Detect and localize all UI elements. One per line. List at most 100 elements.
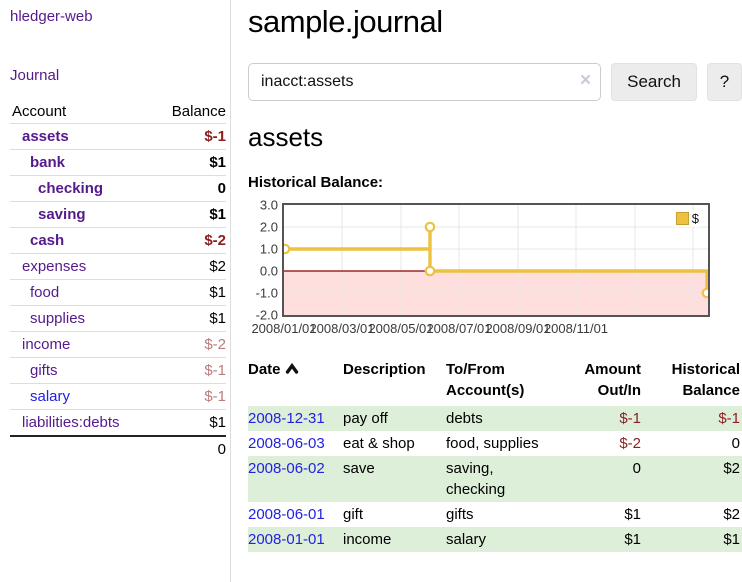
transaction-amount: $1	[624, 506, 641, 523]
transactions-table: Date Description To/From Account(s) Amou…	[248, 359, 742, 552]
account-row-assets[interactable]: assets $-1	[10, 123, 226, 149]
transaction-date-link[interactable]: 2008-01-01	[248, 531, 325, 548]
chart-canvas	[279, 205, 713, 315]
transaction-amount: $-1	[619, 410, 641, 427]
account-balance: $1	[209, 206, 226, 223]
transaction-date-link[interactable]: 2008-06-03	[248, 435, 325, 452]
account-balance: $1	[209, 284, 226, 301]
transaction-balance: $-1	[718, 410, 740, 427]
account-row-bank[interactable]: bank $1	[10, 149, 226, 175]
transaction-balance: $2	[723, 460, 740, 477]
search-button[interactable]: Search	[611, 63, 698, 101]
search-input-wrap: ×	[248, 63, 602, 101]
x-tick: 2008/05/01	[368, 321, 434, 336]
column-header-amount[interactable]: Amount Out/In	[584, 361, 641, 399]
account-link[interactable]: liabilities:debts	[22, 414, 120, 431]
account-link[interactable]: food	[30, 284, 60, 301]
account-link[interactable]: assets	[22, 128, 69, 145]
account-link[interactable]: expenses	[22, 258, 87, 275]
account-row-liabilities-debts[interactable]: liabilities:debts $1	[10, 409, 226, 435]
chart-heading: Historical Balance:	[248, 174, 384, 191]
account-balance: $-2	[204, 336, 226, 353]
x-tick: 2008/11/01	[543, 321, 609, 336]
account-row-supplies[interactable]: supplies $1	[10, 305, 226, 331]
clear-search-icon[interactable]: ×	[580, 70, 592, 91]
account-link[interactable]: checking	[38, 180, 104, 197]
account-link[interactable]: gifts	[30, 362, 58, 379]
sidebar: hledger-web Journal Account Balance asse…	[0, 0, 231, 582]
account-balance: $2	[209, 258, 226, 275]
account-row-food[interactable]: food $1	[10, 279, 226, 305]
account-balance: $-1	[204, 388, 226, 405]
table-row[interactable]: 2008-01-01 income salary $1 $1	[248, 527, 742, 552]
transaction-tofrom: food, supplies	[446, 435, 539, 452]
column-header-tofrom[interactable]: To/From Account(s)	[446, 361, 525, 399]
account-row-checking[interactable]: checking 0	[10, 175, 226, 201]
account-link[interactable]: bank	[30, 154, 66, 171]
transaction-amount: $1	[624, 531, 641, 548]
transaction-date-link[interactable]: 2008-06-01	[248, 506, 325, 523]
transaction-description: eat & shop	[343, 435, 415, 452]
account-link[interactable]: saving	[38, 206, 86, 223]
account-balance: $-1	[204, 128, 226, 145]
y-tick: 2.0	[259, 219, 278, 235]
account-row-salary[interactable]: salary $-1	[10, 383, 226, 409]
account-balance: $1	[209, 310, 226, 327]
y-tick: -1.0	[255, 285, 278, 301]
account-link[interactable]: supplies	[30, 310, 86, 327]
account-balance: $1	[209, 414, 226, 431]
account-link[interactable]: income	[22, 336, 71, 353]
x-tick: 2008/01/01	[251, 321, 317, 336]
transaction-description: gift	[343, 506, 364, 523]
transaction-description: pay off	[343, 410, 388, 427]
transaction-date-link[interactable]: 2008-06-02	[248, 460, 325, 477]
account-row-expenses[interactable]: expenses $2	[10, 253, 226, 279]
x-tick: 2008/09/01	[485, 321, 551, 336]
transaction-tofrom: salary	[446, 531, 487, 548]
account-row-gifts[interactable]: gifts $-1	[10, 357, 226, 383]
transaction-tofrom: saving, checking	[446, 460, 506, 498]
account-balance: 0	[217, 180, 226, 197]
y-tick: -2.0	[255, 307, 278, 323]
accounts-header-balance: Balance	[171, 102, 226, 120]
column-header-description[interactable]: Description	[343, 361, 426, 378]
account-link[interactable]: salary	[30, 388, 71, 405]
column-header-date-label: Date	[248, 361, 281, 378]
table-row[interactable]: 2008-06-02 save saving, checking 0 $2	[248, 456, 742, 502]
transaction-description: save	[343, 460, 375, 477]
chart-plot-area[interactable]: $	[279, 203, 713, 317]
x-tick: 2008/07/01	[426, 321, 492, 336]
column-header-balance[interactable]: Historical Balance	[671, 361, 740, 399]
sidebar-item-journal[interactable]: Journal	[10, 67, 60, 84]
account-row-cash[interactable]: cash $-2	[10, 227, 226, 253]
account-heading: assets	[248, 122, 324, 152]
legend-label: $	[691, 211, 699, 226]
table-row[interactable]: 2008-12-31 pay off debts $-1 $-1	[248, 406, 742, 431]
x-tick: 2008/03/01	[309, 321, 375, 336]
accounts-table-header: Account Balance	[10, 99, 226, 123]
transaction-amount: $-2	[619, 435, 641, 452]
column-header-date[interactable]: Date	[248, 359, 343, 406]
transaction-date-link[interactable]: 2008-12-31	[248, 410, 325, 427]
account-link[interactable]: cash	[30, 232, 65, 249]
table-row[interactable]: 2008-06-01 gift gifts $1 $2	[248, 502, 742, 527]
y-tick: 0.0	[259, 263, 278, 279]
transaction-balance: $1	[723, 531, 740, 548]
account-balance: $-2	[204, 232, 226, 249]
y-tick: 3.0	[259, 197, 278, 213]
search-help-button[interactable]: ?	[707, 63, 742, 101]
transactions-header-row: Date Description To/From Account(s) Amou…	[248, 359, 742, 406]
chart-legend: $	[673, 210, 701, 227]
transaction-balance: 0	[731, 435, 740, 452]
search-form: × Search ?	[248, 63, 742, 101]
account-row-saving[interactable]: saving $1	[10, 201, 226, 227]
transaction-tofrom: gifts	[446, 506, 474, 523]
y-tick: 1.0	[259, 241, 278, 257]
account-row-income[interactable]: income $-2	[10, 331, 226, 357]
search-input[interactable]	[248, 63, 602, 101]
transaction-description: income	[343, 531, 392, 548]
page-title: sample.journal	[248, 4, 443, 39]
historical-balance-chart: 3.0 2.0 1.0 0.0 -1.0 -2.0	[248, 197, 742, 342]
table-row[interactable]: 2008-06-03 eat & shop food, supplies $-2…	[248, 431, 742, 456]
brand-link[interactable]: hledger-web	[10, 8, 93, 25]
